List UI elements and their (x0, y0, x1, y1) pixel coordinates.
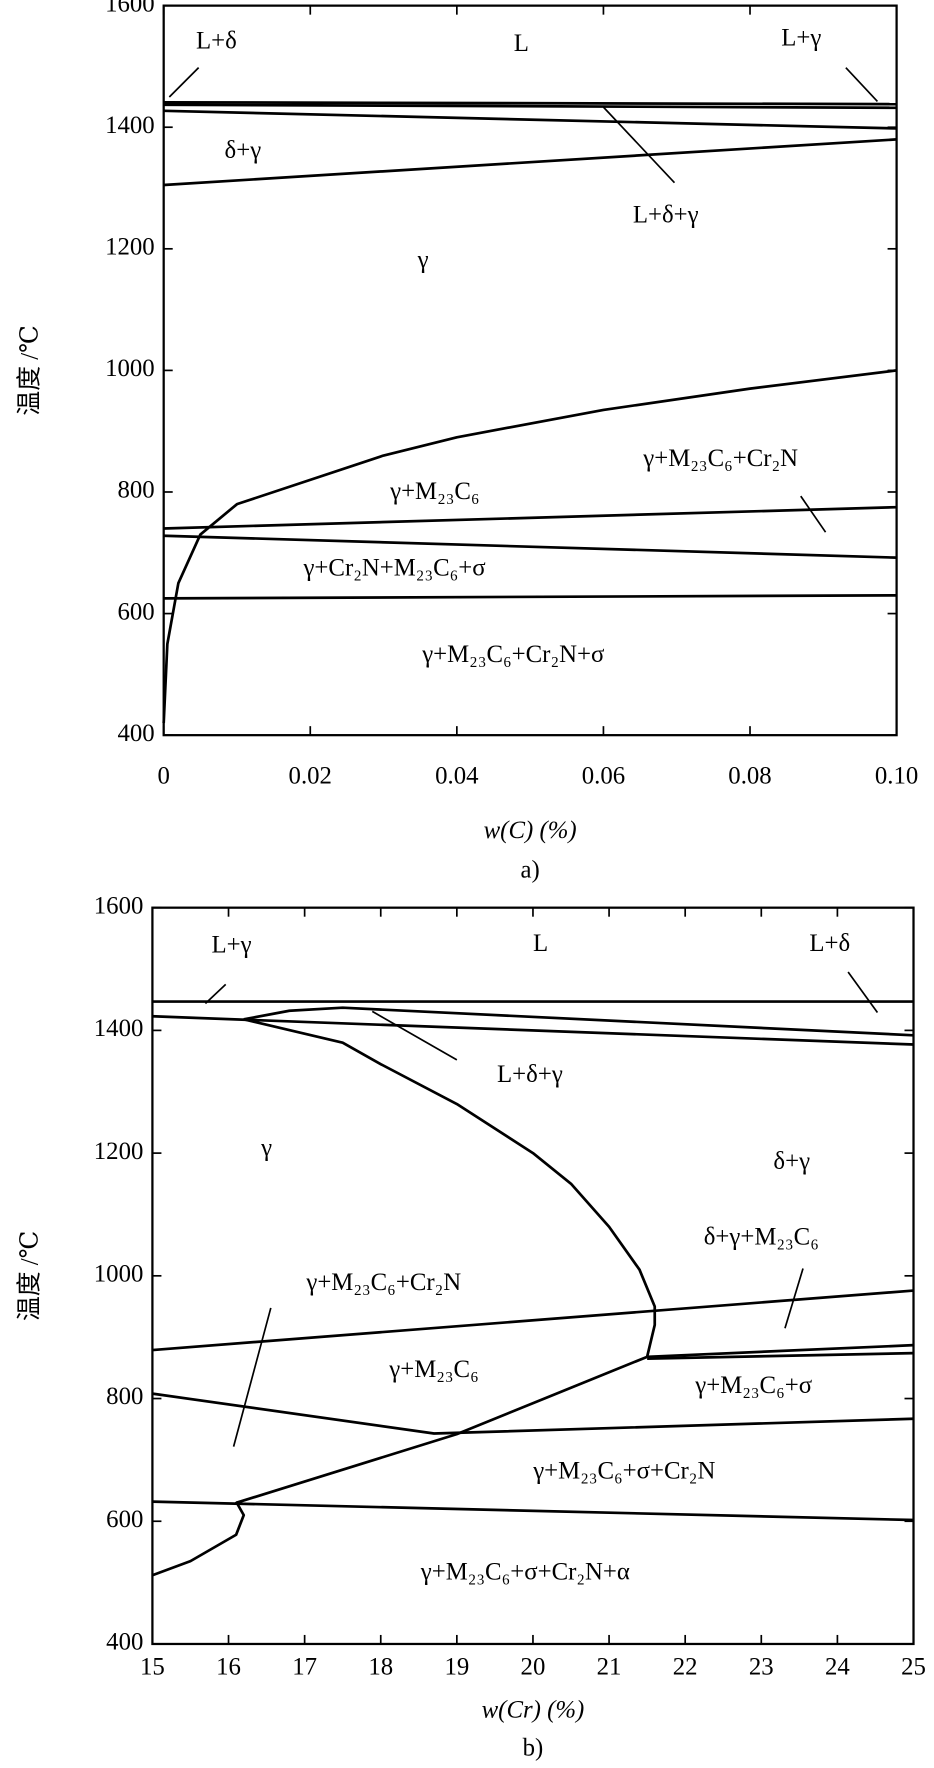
x-tick-label: 22 (673, 1653, 698, 1680)
y-tick-label: 1400 (105, 112, 155, 139)
x-tick-label: 16 (216, 1653, 241, 1680)
region-label: γ+Cr₂N+M₂₃C₆+σ (302, 554, 485, 581)
leader-line (847, 971, 879, 1014)
leader-line (232, 1307, 272, 1447)
x-tick-label: 20 (521, 1653, 546, 1680)
phase-boundary (163, 534, 897, 559)
x-tick-label: 15 (140, 1653, 165, 1680)
phase-boundary (163, 100, 897, 106)
y-tick-label: 1600 (94, 892, 144, 919)
x-tick-label: 17 (292, 1653, 317, 1680)
x-tick-label: 0.02 (289, 763, 332, 790)
leader-lines (168, 67, 879, 1447)
phase-boundary (163, 138, 897, 187)
phase-boundary (152, 1289, 914, 1352)
x-tick-label: 0.08 (728, 763, 771, 790)
region-label: γ+M₂₃C₆+Cr₂N (305, 1269, 461, 1296)
y-tick-label: 1200 (94, 1138, 144, 1165)
leader-line (168, 67, 200, 98)
region-label: L+δ (196, 27, 237, 54)
phase-boundary (152, 1392, 914, 1435)
x-tick-label: 25 (901, 1653, 926, 1680)
x-tick-label: 0.10 (875, 763, 918, 790)
phase-boundary (163, 593, 897, 600)
region-label: L+δ+γ (633, 201, 699, 228)
y-tick-label: 600 (106, 1506, 143, 1533)
region-label: L+δ (809, 930, 850, 957)
phase-boundary (163, 109, 897, 130)
region-label: γ+M₂₃C₆+σ+Cr₂N (532, 1457, 715, 1484)
y-tick-label: 400 (117, 720, 154, 747)
y-axis-label: 温度 /℃ (15, 1231, 43, 1321)
y-tick-label: 1000 (105, 355, 155, 382)
y-axis-label: 温度 /℃ (15, 325, 43, 415)
y-tick-label: 400 (106, 1629, 143, 1656)
x-tick-label: 23 (749, 1653, 774, 1680)
phase-boundary (151, 1500, 246, 1577)
phase-boundary (647, 1351, 914, 1361)
x-axis-label: w(C) (%) (484, 817, 577, 844)
x-tick-label: 18 (368, 1653, 393, 1680)
phase-boundary (243, 1006, 914, 1037)
x-tick-label: 0.04 (435, 763, 479, 790)
x-tick-label: 21 (597, 1653, 622, 1680)
phase-boundary (152, 1014, 914, 1046)
leader-line (784, 1268, 804, 1329)
phase-boundary (243, 1018, 657, 1358)
region-label: γ+M₂₃C₆+Cr₂N (642, 445, 798, 472)
region-label: γ+M₂₃C₆+σ (694, 1372, 812, 1399)
phase-boundary (152, 1500, 914, 1522)
region-label: L (514, 30, 529, 57)
y-tick-label: 1200 (105, 234, 155, 261)
phase-boundary (647, 1343, 914, 1359)
plot-frame (162, 4, 898, 737)
y-tick-label: 1600 (105, 0, 155, 17)
x-tick-label: 24 (825, 1653, 850, 1680)
phase-boundary (163, 505, 897, 530)
caption: b) (523, 1735, 544, 1762)
region-label: γ (260, 1135, 272, 1162)
region-label: γ+M₂₃C₆+σ+Cr₂N+α (420, 1559, 630, 1586)
leader-line (845, 67, 879, 103)
region-label: γ+M₂₃C₆ (388, 1356, 478, 1383)
region-label: γ+M₂₃C₆+Cr₂N+σ (421, 641, 604, 668)
y-tick-label: 1000 (94, 1261, 144, 1288)
region-label: L+γ (212, 932, 252, 959)
region-label: γ (417, 246, 429, 273)
y-tick-label: 800 (117, 477, 154, 504)
x-axis-label: w(Cr) (%) (482, 1696, 585, 1723)
y-tick-label: 600 (117, 598, 154, 625)
region-label: δ+γ+M₂₃C₆ (704, 1224, 819, 1251)
x-tick-label: 0.06 (582, 763, 625, 790)
region-label: δ+γ (773, 1148, 810, 1175)
leader-line (800, 495, 827, 533)
caption: a) (521, 856, 540, 883)
leader-line (602, 106, 676, 184)
region-label: γ+M₂₃C₆ (389, 478, 479, 505)
y-tick-label: 1400 (94, 1015, 144, 1042)
region-label: L (533, 930, 548, 957)
y-tick-label: 800 (106, 1383, 143, 1410)
leader-line (371, 1010, 458, 1061)
phase-boundary (162, 369, 897, 724)
phase-boundary (163, 103, 897, 110)
region-label: δ+γ (225, 137, 262, 164)
x-tick-label: 0 (157, 763, 169, 790)
x-tick-label: 19 (444, 1653, 469, 1680)
region-label: L+γ (781, 24, 821, 51)
region-label: L+δ+γ (497, 1061, 563, 1088)
